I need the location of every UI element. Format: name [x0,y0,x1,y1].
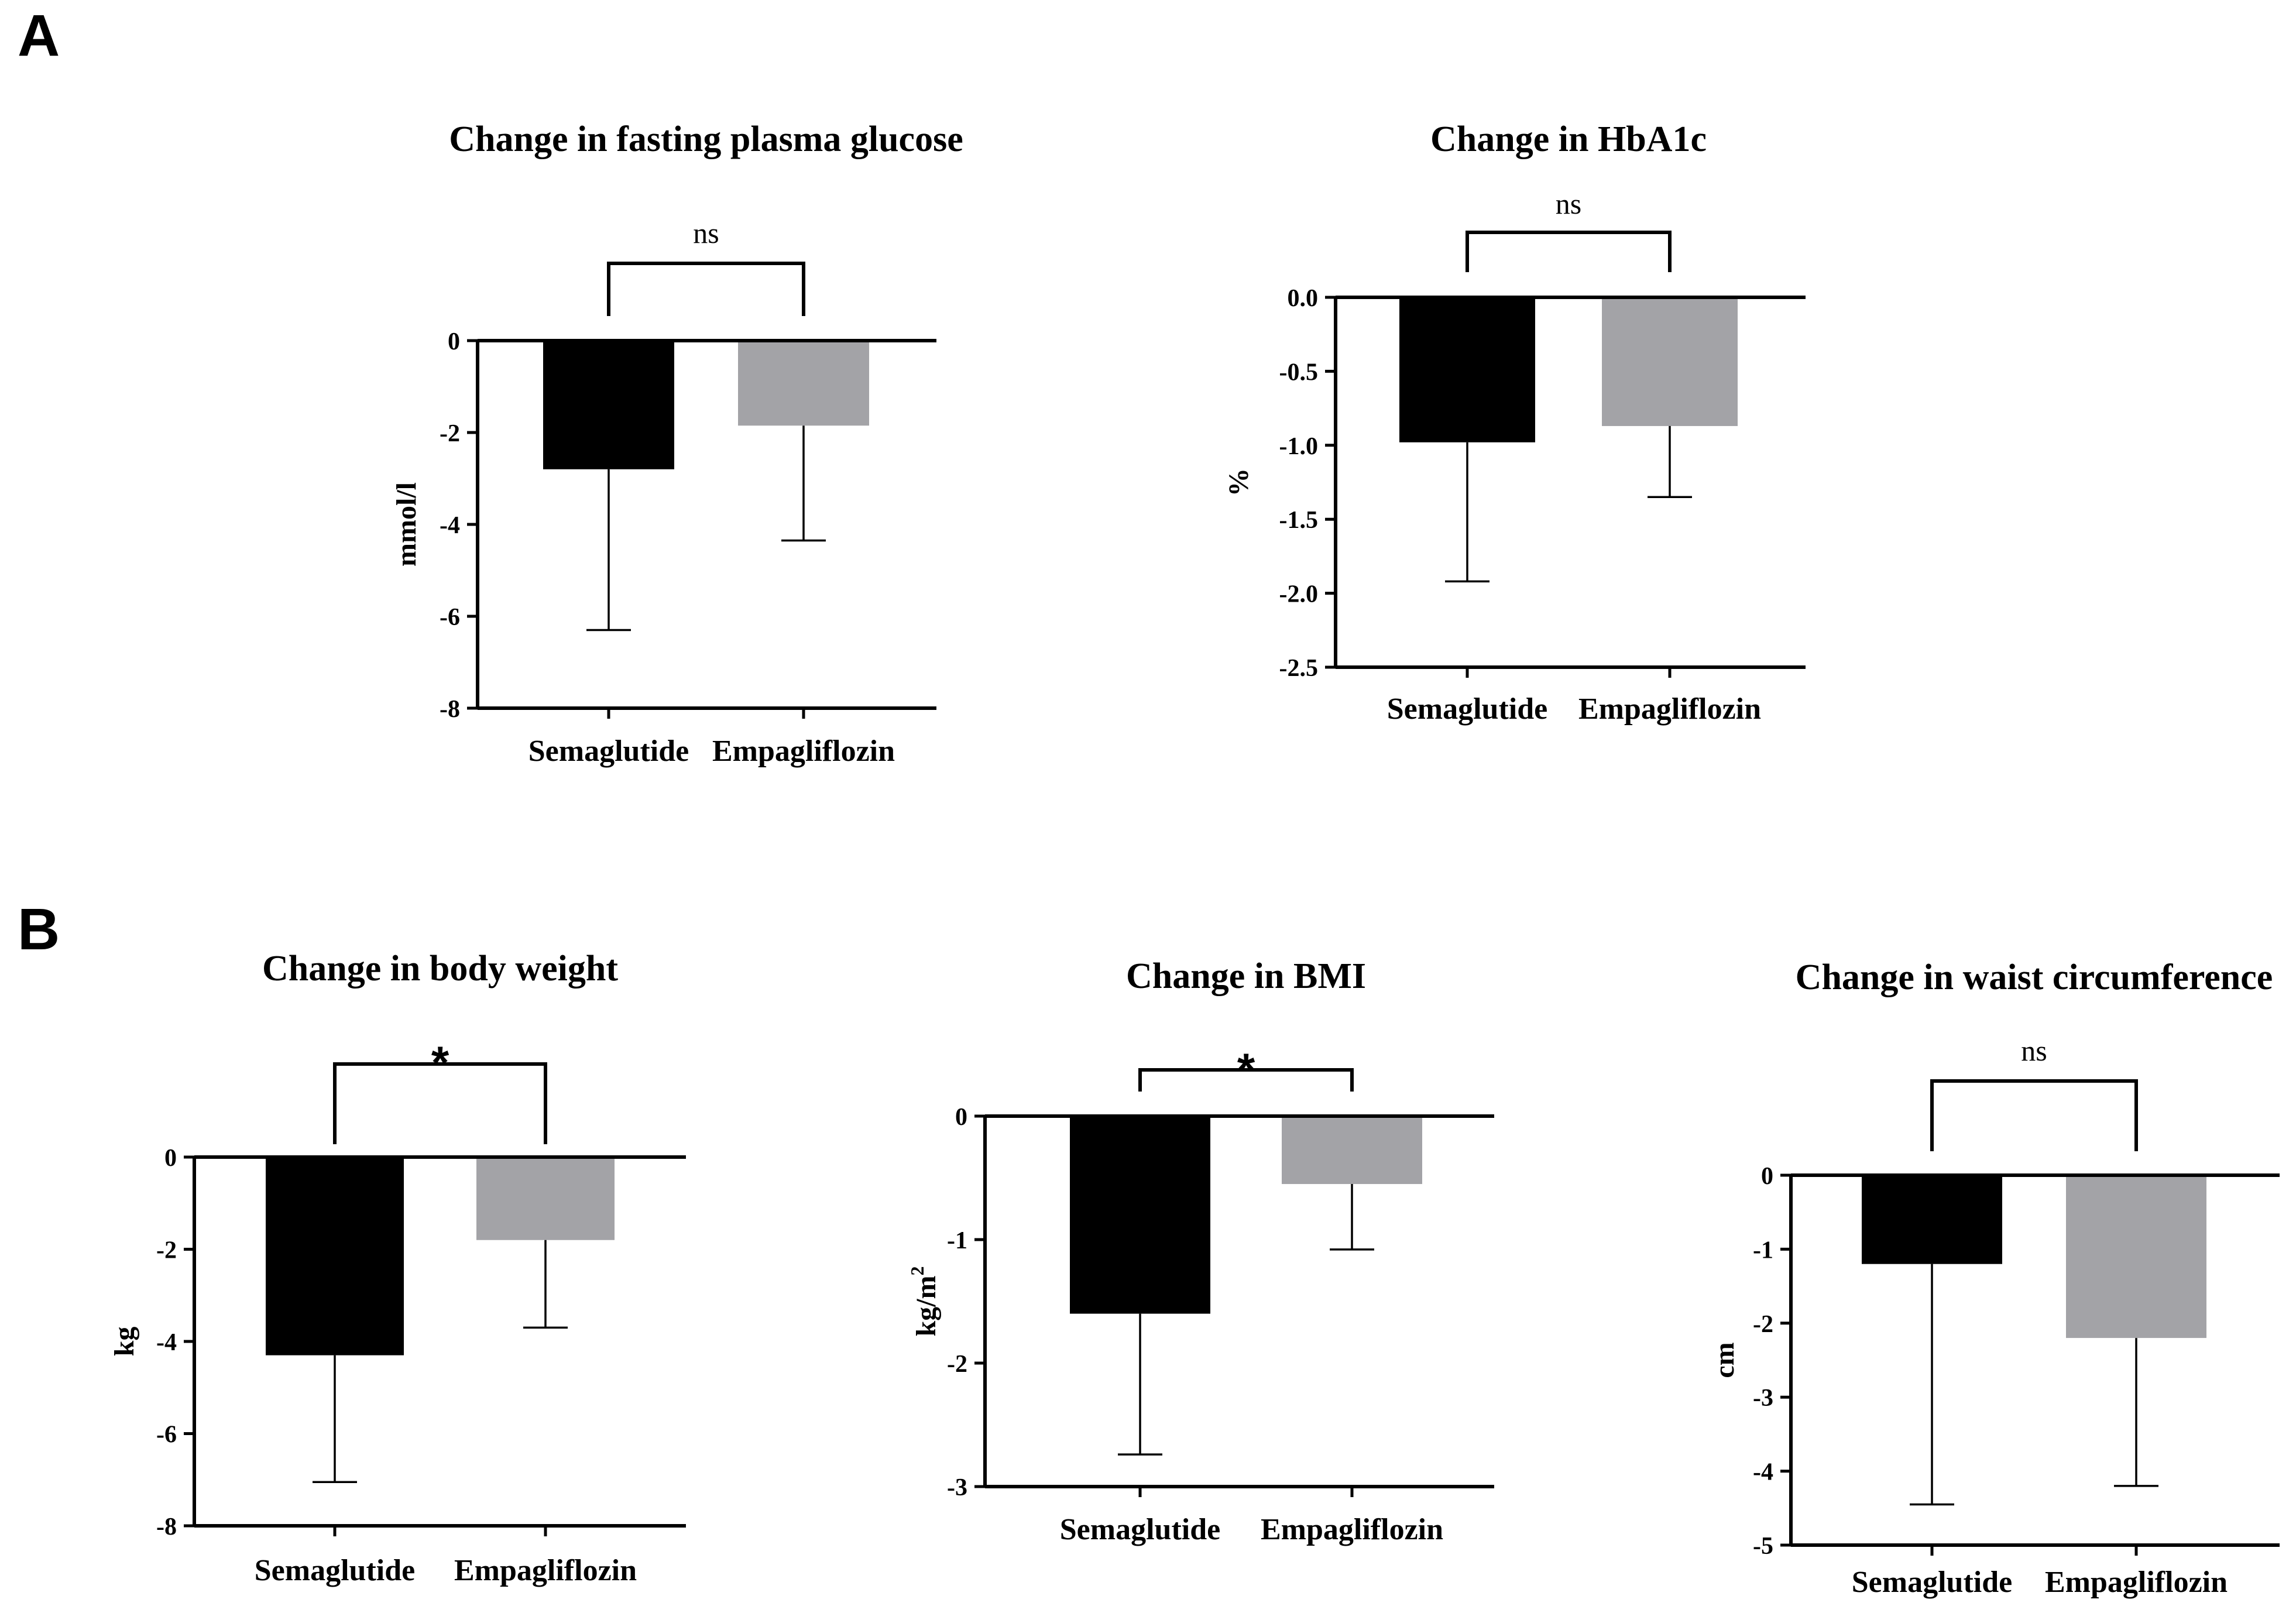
chart-title: Change in HbA1c [1430,119,1707,159]
y-tick-label: -3 [947,1474,967,1501]
y-tick-label: 0 [164,1145,177,1172]
y-tick-label: -6 [156,1422,177,1449]
y-tick-label: 0 [448,328,460,355]
y-tick-label: -2 [947,1351,967,1378]
y-tick-label: -1.0 [1279,433,1319,460]
chart-2: Change in HbA1c 0.0 -0.5 -1.0 -1.5 -2.0 -2.5 Se… [1223,119,1806,726]
category-label-semaglutide: Semaglutide [1387,692,1547,726]
y-tick-label: 0 [1761,1163,1773,1190]
significance-bracket [1466,231,1672,272]
y-tick-label: -5 [1753,1533,1773,1560]
bar-empagliflozin [738,341,869,426]
chart-4: Change in BMI 0 -1 -2 -3 Semaglutide Empaglifl… [907,956,1494,1546]
category-label-semaglutide: Semaglutide [528,735,689,768]
category-label-semaglutide: Semaglutide [255,1554,415,1587]
y-tick-label: -8 [156,1514,177,1540]
y-tick-label: -1 [947,1227,967,1254]
bar-semaglutide [1399,297,1535,442]
y-tick-label: -2 [440,420,460,447]
bar-empagliflozin [1282,1116,1422,1185]
panel-letter-a: A [18,3,60,68]
significance-label: ns [1556,187,1581,220]
y-tick-label: -1 [1753,1237,1773,1264]
bar-empagliflozin [1602,297,1738,426]
category-label-empagliflozin: Empagliflozin [454,1554,637,1587]
charts-container: Change in fasting plasma glucose 0 -2 -4 -6 -… [109,119,2280,1599]
significance-bracket [1138,1068,1354,1092]
chart-1: Change in fasting plasma glucose 0 -2 -4 -6 -… [391,119,963,768]
bar-semaglutide [543,341,674,469]
y-axis-label: kg [109,1327,140,1357]
chart-title: Change in fasting plasma glucose [449,119,963,159]
category-label-empagliflozin: Empagliflozin [1261,1513,1443,1546]
y-tick-label: -2 [156,1237,177,1264]
y-axis-label: % [1223,468,1254,496]
y-tick-label: -1.5 [1279,507,1319,534]
chart-title: Change in body weight [262,949,618,989]
bar-empagliflozin [2066,1175,2206,1339]
significance-label: * [431,1037,449,1088]
y-axis-label: mmol/l [391,482,422,567]
category-label-empagliflozin: Empagliflozin [2045,1566,2228,1599]
y-tick-label: -2.5 [1279,655,1319,682]
chart-title: Change in waist circumference [1796,957,2273,997]
y-tick-label: -4 [156,1329,177,1356]
category-label-semaglutide: Semaglutide [1060,1513,1220,1546]
y-tick-label: 0 [955,1104,967,1131]
significance-bracket [333,1062,547,1144]
category-label-empagliflozin: Empagliflozin [1578,692,1761,726]
chart-5: Change in waist circumference 0 -1 -2 -3 -4 -5… [1709,957,2280,1599]
y-axis-label: cm [1709,1342,1740,1378]
y-tick-label: -4 [1753,1459,1773,1486]
y-tick-label: 0.0 [1288,285,1319,312]
y-tick-label: -8 [440,696,460,723]
y-tick-label: -2.0 [1279,581,1319,608]
bar-semaglutide [1862,1175,2002,1264]
significance-bracket [1930,1079,2138,1151]
category-label-semaglutide: Semaglutide [1852,1566,2012,1599]
y-tick-label: -6 [440,604,460,631]
panel-letter-b: B [18,897,60,962]
significance-bracket [607,262,805,316]
chart-3: Change in body weight 0 -2 -4 -6 -8 Semaglutid… [109,949,686,1587]
significance-label: * [1237,1044,1255,1095]
y-axis-label: kg/m2 [907,1266,942,1336]
y-tick-label: -4 [440,512,460,539]
y-tick-label: -0.5 [1279,359,1319,386]
bar-semaglutide [266,1157,404,1355]
significance-label: ns [2021,1034,2047,1067]
significance-label: ns [693,217,719,249]
y-tick-label: -3 [1753,1385,1773,1412]
chart-title: Change in BMI [1126,956,1366,996]
y-tick-label: -2 [1753,1311,1773,1338]
y-axis-label-superscript: 2 [907,1266,928,1275]
bar-empagliflozin [476,1157,615,1240]
bar-semaglutide [1070,1116,1210,1314]
category-label-empagliflozin: Empagliflozin [712,735,895,768]
